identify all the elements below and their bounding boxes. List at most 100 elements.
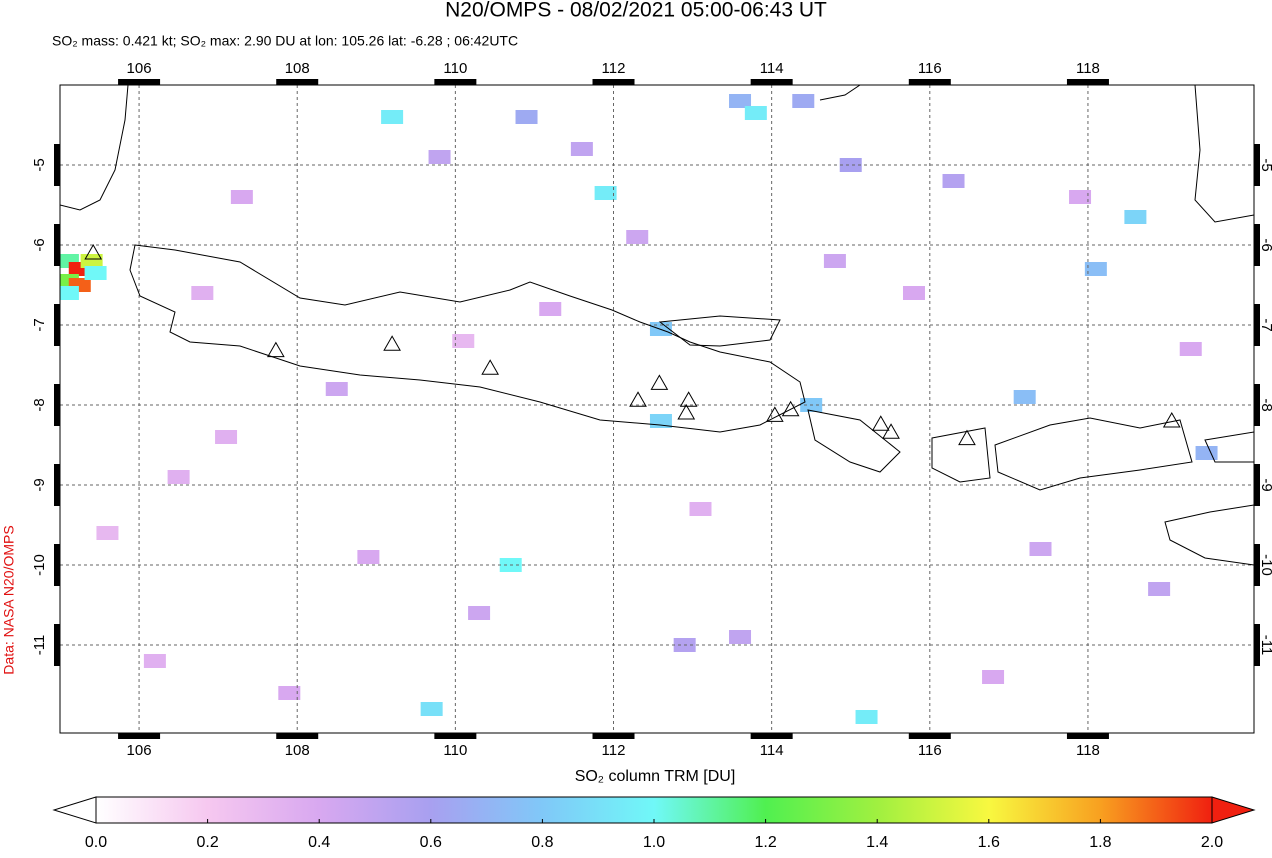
so2-pixel: [839, 158, 862, 172]
so2-pixel: [420, 702, 443, 716]
tick-mark: [118, 733, 161, 739]
volcano: [1162, 411, 1181, 428]
so2-pixel: [729, 94, 752, 108]
colorbar: 0.0 0.2 0.4 0.6 0.8 1.0 1.2 1.4 1.6 1.8 2.0: [52, 796, 1256, 851]
colorbar-tick-label: 0.6: [420, 834, 442, 851]
y-tick-label: -8: [31, 398, 48, 411]
y-tick-label: -7: [1258, 318, 1272, 331]
so2-pixel: [729, 630, 752, 644]
tick-mark: [1066, 733, 1109, 739]
so2-pixel: [325, 382, 348, 396]
tick-mark: [592, 79, 635, 85]
so2-pixel: [428, 150, 451, 164]
volcano: [679, 391, 698, 407]
so2-pixel: [902, 286, 925, 300]
so2-pixel: [278, 686, 301, 700]
grid: 106 106 108 108 110 110 112 112 114 114 116 116 118 1…: [31, 60, 1272, 759]
coastlines: [60, 85, 1254, 566]
tick-mark: [1254, 384, 1260, 426]
x-tick-label: 116: [918, 742, 942, 759]
colorbar-tick-label: 1.6: [978, 834, 1000, 851]
tick-mark: [1254, 144, 1260, 186]
volcano: [84, 243, 103, 260]
colorbar-tick-label: 2.0: [1201, 834, 1223, 851]
x-tick-label: 116: [918, 60, 942, 77]
so2-pixel: [792, 94, 815, 108]
volcano: [677, 403, 696, 420]
colorbar-label: SO₂ column TRM [DU]: [575, 768, 736, 785]
volcano: [958, 429, 976, 446]
tick-mark: [434, 733, 477, 739]
so2-pixel: [191, 286, 214, 300]
credit: Data: NASA N20/OMPS: [1, 525, 17, 674]
y-tick-label: -6: [1258, 238, 1272, 251]
tick-mark: [1066, 79, 1109, 85]
y-tick-label: -11: [31, 635, 48, 656]
so2-pixel: [468, 606, 491, 620]
tick-mark: [276, 733, 319, 739]
so2-pixel: [1179, 342, 1202, 356]
so2-pixel: [594, 186, 617, 200]
volcano: [781, 400, 800, 417]
tick-mark: [118, 79, 161, 85]
tick-mark: [54, 384, 60, 426]
coast-sulawesi: [1194, 85, 1254, 223]
so2-pixel: [1124, 210, 1147, 224]
so2-pixel: [84, 266, 107, 280]
chart-title: N20/OMPS - 08/02/2021 05:00-06:43 UT: [445, 0, 827, 22]
x-tick-label: 118: [1076, 60, 1100, 77]
tick-mark: [54, 144, 60, 186]
tick-mark: [54, 544, 60, 586]
x-tick-label: 106: [127, 60, 152, 77]
coast-sumbawa: [994, 417, 1193, 491]
volcano: [765, 406, 784, 422]
so2-pixel: [167, 470, 190, 484]
colorbar-tick-label: 1.4: [866, 834, 888, 851]
x-tick-label: 108: [285, 60, 310, 77]
so2-pixel: [855, 710, 878, 724]
colorbar-body: [95, 796, 1213, 824]
volcano: [650, 374, 669, 390]
y-tick-label: -5: [1258, 158, 1272, 171]
y-tick-label: -10: [31, 554, 48, 576]
tick-mark: [908, 733, 951, 739]
volcano: [871, 415, 890, 431]
coast-madura: [658, 315, 781, 347]
tick-mark: [1254, 464, 1260, 506]
so2-pixel: [626, 230, 649, 244]
x-tick-label: 118: [1076, 742, 1100, 759]
so2-pixel: [1084, 262, 1107, 276]
so2-pixel: [1069, 190, 1092, 204]
so2-pixel: [689, 502, 712, 516]
y-tick-label: -9: [1258, 478, 1272, 491]
colorbar-tick-label: 0.2: [196, 834, 218, 851]
volcano: [267, 341, 285, 358]
so2-pixel: [230, 190, 253, 204]
tick-mark: [1254, 304, 1260, 346]
x-tick-label: 112: [602, 742, 626, 759]
y-tick-label: -7: [31, 318, 48, 331]
so2-pixel: [215, 430, 238, 444]
y-tick-label: -10: [1258, 554, 1272, 576]
so2-pixel: [1148, 582, 1171, 596]
coast-kalimantan: [819, 85, 861, 101]
coast-java: [129, 244, 806, 433]
y-tick-label: -8: [1258, 398, 1272, 411]
tick-mark: [434, 79, 477, 85]
x-tick-label: 106: [127, 742, 152, 759]
x-tick-label: 114: [760, 742, 784, 759]
so2-pixel: [96, 526, 119, 540]
colorbar-tick-label: 1.0: [643, 834, 665, 851]
colorbar-tick-label: 1.2: [754, 834, 776, 851]
y-tick-label: -6: [31, 238, 48, 251]
so2-pixels: [60, 94, 1218, 724]
tick-mark: [1254, 544, 1260, 586]
tick-mark: [592, 733, 635, 739]
plot-frame: [59, 84, 1255, 734]
x-tick-label: 112: [602, 60, 626, 77]
x-tick-label: 114: [760, 60, 784, 77]
x-tick-label: 108: [285, 742, 310, 759]
so2-pixel: [823, 254, 846, 268]
colorbar-over: [1211, 796, 1256, 824]
tick-mark: [1254, 224, 1260, 266]
